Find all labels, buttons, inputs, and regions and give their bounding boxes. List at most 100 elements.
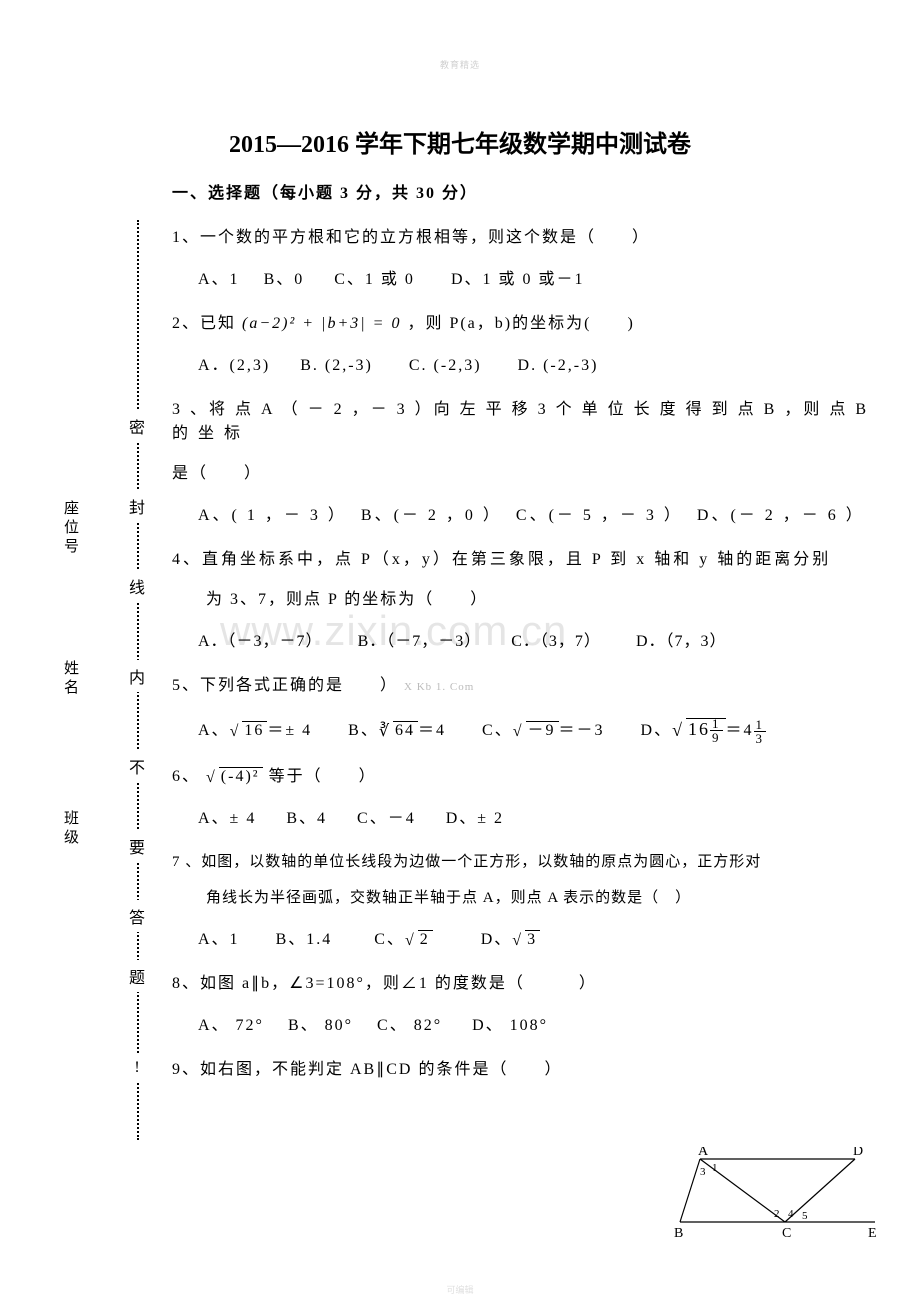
q6-opt-b: B、4: [286, 810, 327, 827]
q6-stem: 6、 (-4)² 等于（ ）: [172, 765, 872, 789]
q3-line2: 是（ ）: [172, 462, 872, 486]
label-seat: 座位号: [60, 500, 81, 561]
seal-char: !: [127, 1055, 147, 1081]
q6-opt-a: A、± 4: [198, 810, 256, 827]
q5-a-val: 16: [242, 721, 267, 739]
q5-d-whole: 16: [688, 719, 710, 739]
geom-C: C: [782, 1226, 791, 1241]
page-title: 2015—2016 学年下期七年级数学期中测试卷: [0, 124, 920, 159]
header-watermark: 教育精选: [440, 58, 480, 71]
q5-a-rhs: ＝± 4: [267, 722, 312, 739]
q5-stem-text: 5、下列各式正确的是 ）: [172, 677, 398, 694]
q2-opt-a: A．(2,3): [198, 357, 270, 374]
q2-stem: 2、已知 (a−2)² + |b+3| = 0 ，则 P(a，b)的坐标为( ): [172, 312, 872, 336]
q5-d-rhs: ＝4: [726, 722, 754, 739]
q3-opt-b: B、(－ 2 ，0 ）: [361, 507, 502, 524]
q9-svg: A D B C E 3 1 2 4 5: [670, 1147, 880, 1242]
seal-char: 要: [127, 830, 147, 862]
question-4: 4、直角坐标系中，点 P（x，y）在第三象限，且 P 到 x 轴和 y 轴的距离…: [172, 548, 872, 654]
q3-opt-c: C、(－ 5 ，－ 3 ）: [516, 507, 683, 524]
seal-char: 内: [127, 660, 147, 692]
q4-line2: 为 3、7，则点 P 的坐标为（ ）: [172, 588, 872, 612]
question-2: 2、已知 (a−2)² + |b+3| = 0 ，则 P(a，b)的坐标为( )…: [172, 312, 872, 378]
geom-B: B: [674, 1226, 683, 1241]
q7-d-sqrt: 3: [512, 928, 540, 952]
seal-char: 不: [127, 750, 147, 782]
q4-opt-c: C．（3，7）: [511, 633, 601, 650]
q7-c-sqrt: 2: [405, 928, 433, 952]
geom-3: 3: [700, 1166, 706, 1178]
q5-stem: 5、下列各式正确的是 ） X Kb 1. Com: [172, 674, 872, 698]
q5-c-rhs: ＝－3: [559, 722, 605, 739]
seal-char: 题: [127, 960, 147, 992]
geom-5: 5: [802, 1210, 808, 1222]
q2-opt-c: C. (-2,3): [409, 357, 482, 374]
q8-options: A、 72° B、 80° C、 82° D、 108°: [172, 1014, 872, 1038]
q8-opt-d: D、 108°: [472, 1017, 548, 1034]
label-class: 班级: [60, 810, 81, 852]
question-5: 5、下列各式正确的是 ） X Kb 1. Com A、16＝± 4 B、64＝4…: [172, 674, 872, 745]
q3-opt-d: D、(－ 2 ，－ 6 ）: [697, 507, 865, 524]
q6-val: (-4)²: [219, 767, 263, 785]
q6-opt-c: C、－4: [357, 810, 416, 827]
margin-column: 密 封 线 内 不 要 答 题 ! 班级 姓名 座位号: [67, 220, 172, 1140]
q5-c-sqrt: －9: [513, 719, 559, 743]
q8-opt-b: B、 80°: [288, 1017, 353, 1034]
q4-opt-d: D．（7，3）: [636, 633, 727, 650]
q7-opt-d-pre: D、: [481, 931, 513, 948]
geom-1: 1: [712, 1162, 718, 1174]
q7-c-val: 2: [418, 930, 433, 948]
footer-watermark: 可编辑: [446, 1283, 473, 1296]
geom-2: 2: [774, 1208, 780, 1220]
q1-opt-d: D、1 或 0 或－1: [451, 271, 585, 288]
q5-b-cbrt: 64: [379, 719, 418, 743]
q5-d-rn: 1: [754, 718, 767, 732]
q5-b-rhs: ＝4: [418, 722, 446, 739]
q1-stem: 1、一个数的平方根和它的立方根相等，则这个数是（ ）: [172, 226, 872, 250]
q3-line1: 3 、将 点 A （ － 2 ，－ 3 ）向 左 平 移 3 个 单 位 长 度…: [172, 398, 872, 446]
question-6: 6、 (-4)² 等于（ ） A、± 4 B、4 C、－4 D、± 2: [172, 765, 872, 831]
q8-stem: 8、如图 a∥b，∠3=108°，则∠1 的度数是（ ）: [172, 972, 872, 996]
q4-options: A．（－3，－7） B．（－7，－3） C．（3，7） D．（7，3）: [172, 630, 872, 654]
q7-line1: 7 、如图，以数轴的单位长线段为边做一个正方形，以数轴的原点为圆心，正方形对: [172, 851, 872, 874]
q5-d-n: 1: [710, 717, 723, 731]
q5-c-val: －9: [526, 721, 559, 739]
question-7: 7 、如图，以数轴的单位长线段为边做一个正方形，以数轴的原点为圆心，正方形对 角…: [172, 851, 872, 952]
q5-d-rd: 3: [754, 732, 767, 745]
q7-opt-c-pre: C、: [374, 931, 405, 948]
seal-char: 线: [127, 570, 147, 602]
q1-opt-a: A、1: [198, 271, 240, 288]
q8-opt-c: C、 82°: [377, 1017, 442, 1034]
q2-options: A．(2,3) B. (2,-3) C. (-2,3) D. (-2,-3): [172, 354, 872, 378]
q2-pre: 2、已知: [172, 315, 236, 332]
q1-options: A、1 B、0 C、1 或 0 D、1 或 0 或－1: [172, 268, 872, 292]
q6-pre: 6、: [172, 768, 200, 785]
geom-E: E: [868, 1226, 877, 1241]
q4-line1: 4、直角坐标系中，点 P（x，y）在第三象限，且 P 到 x 轴和 y 轴的距离…: [172, 548, 872, 572]
seal-char: 封: [127, 490, 147, 522]
q7-d-val: 3: [525, 930, 540, 948]
q2-post: ，则 P(a，b)的坐标为( ): [407, 315, 634, 332]
q7-opt-b: B、1.4: [276, 931, 333, 948]
q3-options: A、( 1 ，－ 3 ） B、(－ 2 ，0 ） C、(－ 5 ，－ 3 ） D…: [172, 504, 872, 528]
q9-figure: A D B C E 3 1 2 4 5: [670, 1147, 880, 1242]
q6-opt-d: D、± 2: [446, 810, 504, 827]
q4-opt-a: A．（－3，－7）: [198, 633, 323, 650]
seal-char: 密: [127, 410, 147, 442]
q1-opt-c: C、1 或 0: [334, 271, 415, 288]
question-8: 8、如图 a∥b，∠3=108°，则∠1 的度数是（ ） A、 72° B、 8…: [172, 972, 872, 1038]
q5-a-sqrt: 16: [230, 719, 268, 743]
q9-stem: 9、如右图，不能判定 AB∥CD 的条件是（ ）: [172, 1058, 872, 1082]
geom-D: D: [853, 1147, 863, 1159]
q7-options: A、1 B、1.4 C、2 D、3: [172, 928, 872, 952]
label-name: 姓名: [60, 660, 81, 702]
question-1: 1、一个数的平方根和它的立方根相等，则这个数是（ ） A、1 B、0 C、1 或…: [172, 226, 872, 292]
seal-char: 答: [127, 900, 147, 932]
q5-d-sqrt: 1619: [672, 716, 725, 744]
label-name-text: 姓名: [62, 660, 78, 698]
q2-expr: (a−2)² + |b+3| = 0: [242, 315, 401, 332]
question-3: 3 、将 点 A （ － 2 ，－ 3 ）向 左 平 移 3 个 单 位 长 度…: [172, 398, 872, 528]
section-1-text: 一、选择题（每小题 3 分，共 30 分）: [172, 185, 478, 202]
q2-opt-b: B. (2,-3): [300, 357, 373, 374]
q3-opt-a: A、( 1 ，－ 3 ）: [198, 507, 347, 524]
